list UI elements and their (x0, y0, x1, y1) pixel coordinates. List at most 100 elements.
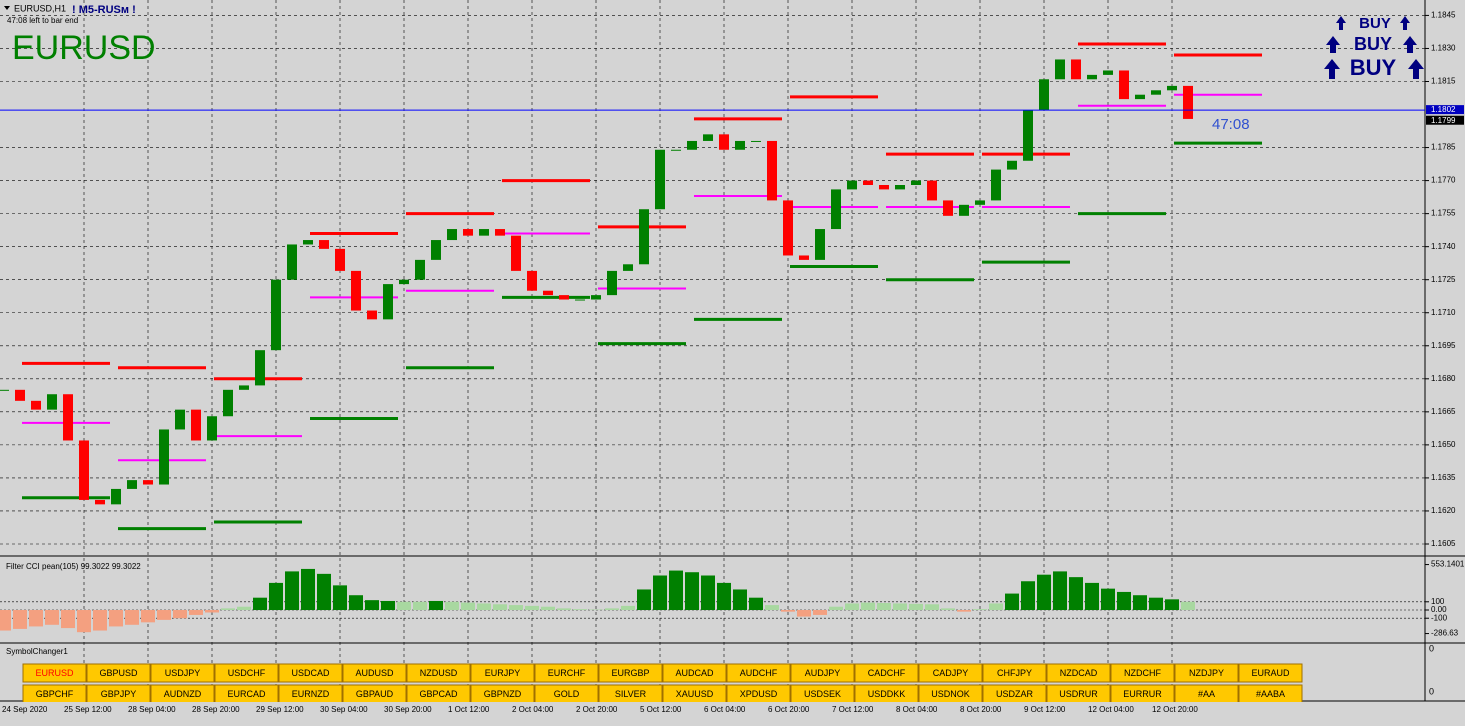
symbol-button[interactable]: XPDUSD (727, 685, 790, 703)
symbol-button-label[interactable]: USDNOK (931, 689, 970, 699)
symbol-button-label[interactable]: NZDUSD (420, 668, 458, 678)
symbol-button[interactable]: EURUSD (23, 664, 86, 682)
symbol-button[interactable]: USDSEK (791, 685, 854, 703)
symbol-button[interactable]: GBPCAD (407, 685, 470, 703)
candle (95, 500, 105, 504)
symbol-button-label[interactable]: USDZAR (996, 689, 1034, 699)
cci-bar (461, 603, 475, 610)
candle (975, 200, 985, 204)
symbol-button[interactable]: #AA (1175, 685, 1238, 703)
symbol-button-label[interactable]: USDRUR (1059, 689, 1098, 699)
symbol-button[interactable]: EURJPY (471, 664, 534, 682)
symbol-button-label[interactable]: NZDCHF (1124, 668, 1161, 678)
price-tick-label: 1.1620 (1431, 506, 1456, 515)
symbol-button[interactable]: USDRUR (1047, 685, 1110, 703)
symbol-button[interactable]: USDCHF (215, 664, 278, 682)
symbol-button-label[interactable]: AUDUSD (355, 668, 394, 678)
symbol-button-label[interactable]: SILVER (615, 689, 647, 699)
symbol-button-label[interactable]: USDCHF (228, 668, 266, 678)
symbol-button-label[interactable]: EURCHF (548, 668, 586, 678)
symbol-button[interactable]: USDCAD (279, 664, 342, 682)
symbol-button-label[interactable]: USDSEK (804, 689, 841, 699)
symbol-button-label[interactable]: USDJPY (165, 668, 201, 678)
symbol-button[interactable]: NZDUSD (407, 664, 470, 682)
symbol-button[interactable]: CADJPY (919, 664, 982, 682)
symbol-button[interactable]: NZDCAD (1047, 664, 1110, 682)
symbol-button-label[interactable]: EURRUR (1123, 689, 1162, 699)
symbol-button-label[interactable]: NZDCAD (1060, 668, 1098, 678)
symbol-button-label[interactable]: EURCAD (227, 689, 266, 699)
symbol-button[interactable]: AUDUSD (343, 664, 406, 682)
symbol-button[interactable]: GBPNZD (471, 685, 534, 703)
symbol-button-label[interactable]: GBPNZD (484, 689, 522, 699)
symbol-button-label[interactable]: USDDKK (868, 689, 906, 699)
symbol-button[interactable]: USDZAR (983, 685, 1046, 703)
symbol-button-label[interactable]: AUDNZD (164, 689, 202, 699)
symbol-button[interactable]: GOLD (535, 685, 598, 703)
symbol-button[interactable]: USDNOK (919, 685, 982, 703)
symbol-button[interactable]: CHFJPY (983, 664, 1046, 682)
symbol-button[interactable]: EURRUR (1111, 685, 1174, 703)
symbol-button-label[interactable]: AUDCAD (675, 668, 714, 678)
symbol-button-label[interactable]: EURJPY (485, 668, 521, 678)
symbol-button-label[interactable]: CADCHF (868, 668, 906, 678)
symbol-button[interactable]: AUDJPY (791, 664, 854, 682)
symbol-button-label[interactable]: EURGBP (611, 668, 649, 678)
candle (191, 410, 201, 441)
symbol-button[interactable]: GBPCHF (23, 685, 86, 703)
symbol-button-label[interactable]: NZDJPY (1189, 668, 1224, 678)
symbol-button-label[interactable]: EURUSD (35, 668, 74, 678)
cci-bar (333, 585, 347, 610)
symbol-button[interactable]: GBPAUD (343, 685, 406, 703)
symbol-button-label[interactable]: XPDUSD (740, 689, 778, 699)
symbol-button-label[interactable]: GBPCHF (36, 689, 74, 699)
symbol-button[interactable]: USDJPY (151, 664, 214, 682)
symbol-button[interactable]: EURNZD (279, 685, 342, 703)
symbol-button[interactable]: EURAUD (1239, 664, 1302, 682)
symbol-button[interactable]: AUDNZD (151, 685, 214, 703)
symbol-button-label[interactable]: EURAUD (1251, 668, 1290, 678)
symbol-button[interactable]: NZDJPY (1175, 664, 1238, 682)
symbol-button-label[interactable]: GBPAUD (356, 689, 394, 699)
symbol-button[interactable]: CADCHF (855, 664, 918, 682)
symbol-button[interactable]: SILVER (599, 685, 662, 703)
candle (719, 134, 729, 149)
symbol-button-label[interactable]: CHFJPY (997, 668, 1032, 678)
symbol-button[interactable]: EURCAD (215, 685, 278, 703)
symbol-button[interactable]: NZDCHF (1111, 664, 1174, 682)
candle (335, 249, 345, 271)
symbol-button[interactable]: XAUUSD (663, 685, 726, 703)
candle (639, 209, 649, 264)
symbol-button-label[interactable]: GBPJPY (101, 689, 137, 699)
symbol-button-label[interactable]: #AA (1198, 689, 1215, 699)
candle (159, 429, 169, 484)
cci-bar (605, 608, 619, 610)
symbol-button[interactable]: EURCHF (535, 664, 598, 682)
time-label: 25 Sep 12:00 (64, 705, 112, 714)
symbol-button[interactable]: USDDKK (855, 685, 918, 703)
symbol-button[interactable]: GBPUSD (87, 664, 150, 682)
symbol-button[interactable]: GBPJPY (87, 685, 150, 703)
symbol-button-label[interactable]: AUDCHF (740, 668, 778, 678)
symbol-button-label[interactable]: GBPUSD (99, 668, 138, 678)
symbol-button-label[interactable]: USDCAD (291, 668, 330, 678)
symbol-button-label[interactable]: GOLD (554, 689, 580, 699)
time-label: 12 Oct 20:00 (1152, 705, 1198, 714)
cci-bar (685, 572, 699, 610)
symbol-button-label[interactable]: GBPCAD (419, 689, 458, 699)
symbol-button-label[interactable]: EURNZD (292, 689, 330, 699)
symbol-button[interactable]: EURGBP (599, 664, 662, 682)
cci-bar (477, 603, 491, 610)
symbol-button[interactable]: AUDCHF (727, 664, 790, 682)
symbol-button[interactable]: AUDCAD (663, 664, 726, 682)
symbol-button-label[interactable]: AUDJPY (805, 668, 841, 678)
symbol-button-label[interactable]: XAUUSD (676, 689, 714, 699)
candle (815, 229, 825, 260)
symbol-button-label[interactable]: CADJPY (933, 668, 969, 678)
cci-bar (973, 609, 987, 610)
symbol-button-label[interactable]: #AABA (1256, 689, 1285, 699)
candle (671, 150, 681, 151)
symbol-button[interactable]: #AABA (1239, 685, 1302, 703)
